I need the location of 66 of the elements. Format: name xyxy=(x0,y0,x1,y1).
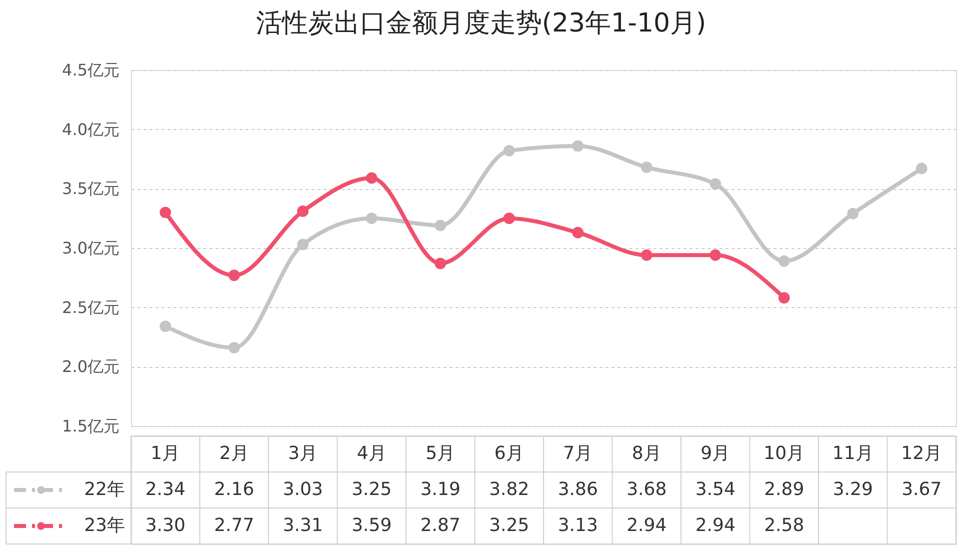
data-label: 2.94 xyxy=(626,515,667,536)
data-label: 3.59 xyxy=(352,515,392,536)
data-label: 2.87 xyxy=(420,515,460,536)
data-label: 3.03 xyxy=(282,479,323,500)
data-label: 3.68 xyxy=(626,479,667,500)
x-tick-label: 9月 xyxy=(700,443,730,464)
x-tick-label: 12月 xyxy=(901,443,942,464)
y-tick-label: 2.5亿元 xyxy=(62,298,120,317)
point xyxy=(710,249,722,261)
data-label: 3.25 xyxy=(489,515,530,536)
x-tick-label: 2月 xyxy=(219,443,249,464)
data-label: 3.31 xyxy=(282,515,323,536)
y-tick-label: 2.0亿元 xyxy=(62,357,120,376)
point xyxy=(503,212,515,224)
point xyxy=(434,258,446,270)
data-label: 2.16 xyxy=(214,479,254,500)
data-label: 2.58 xyxy=(764,515,804,536)
point xyxy=(778,292,790,304)
y-tick-label: 3.0亿元 xyxy=(62,238,120,258)
point xyxy=(228,270,240,281)
data-label: 2.34 xyxy=(145,479,186,500)
point xyxy=(228,342,240,354)
point xyxy=(710,178,722,190)
x-tick-label: 7月 xyxy=(563,443,593,464)
point xyxy=(434,220,446,232)
point xyxy=(160,320,172,332)
x-tick-label: 6月 xyxy=(494,443,524,464)
point xyxy=(503,145,515,156)
x-tick-label: 5月 xyxy=(426,443,456,464)
y-tick-label: 4.5亿元 xyxy=(62,60,120,80)
chart-title: 活性炭出口金额月度走势(23年1-10月) xyxy=(256,8,706,38)
point xyxy=(640,162,652,173)
data-label: 3.54 xyxy=(695,479,736,500)
point xyxy=(572,140,584,152)
y-tick-label: 1.5亿元 xyxy=(62,416,120,436)
data-label: 3.13 xyxy=(558,515,598,536)
data-label: 3.25 xyxy=(352,479,392,500)
point xyxy=(297,238,309,250)
data-label: 3.29 xyxy=(832,479,873,500)
data-label: 3.86 xyxy=(558,479,598,500)
point xyxy=(366,212,378,224)
point xyxy=(366,172,378,184)
y-tick-label: 4.0亿元 xyxy=(62,120,120,139)
data-label: 3.30 xyxy=(145,515,186,536)
x-tick-label: 10月 xyxy=(764,443,805,464)
y-tick-label: 3.5亿元 xyxy=(62,179,120,198)
point xyxy=(297,206,309,217)
data-label: 2.94 xyxy=(695,515,736,536)
data-label: 2.77 xyxy=(214,515,254,536)
point xyxy=(916,162,928,174)
point xyxy=(160,206,172,218)
x-tick-label: 1月 xyxy=(150,443,180,464)
data-label: 3.82 xyxy=(489,479,530,500)
x-tick-label: 3月 xyxy=(288,443,318,464)
data-label: 3.67 xyxy=(902,479,942,500)
x-tick-label: 4月 xyxy=(356,443,386,464)
point xyxy=(847,208,859,220)
point xyxy=(640,249,652,261)
point xyxy=(778,255,790,267)
x-tick-label: 11月 xyxy=(832,443,874,464)
data-label: 3.19 xyxy=(420,479,460,500)
point xyxy=(572,226,584,238)
x-tick-label: 8月 xyxy=(632,443,662,464)
data-label: 2.89 xyxy=(764,479,804,500)
legend-label: 23年 xyxy=(84,515,125,536)
legend-label: 22年 xyxy=(84,479,125,500)
